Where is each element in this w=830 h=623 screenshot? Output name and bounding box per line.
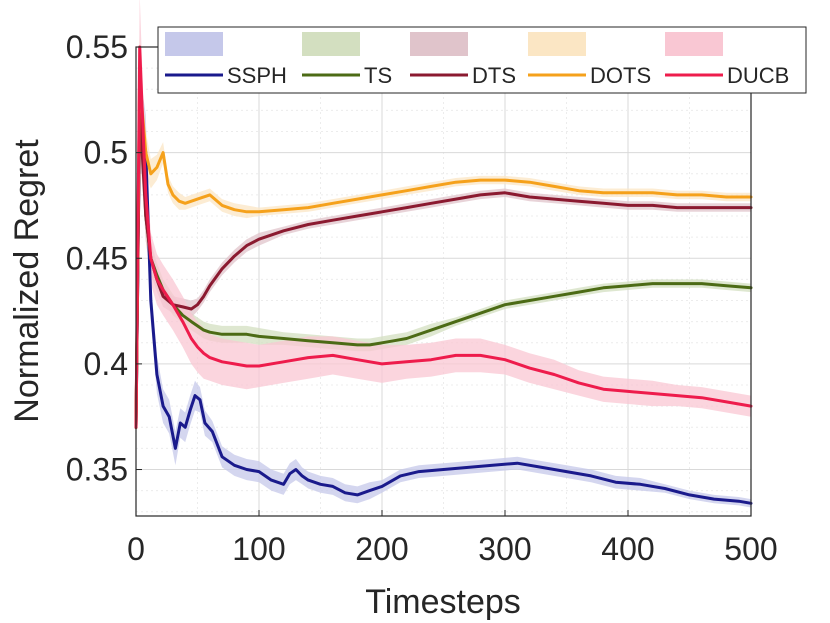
line-dts [134, 108, 753, 429]
legend-swatch-dts [410, 32, 468, 56]
line-dots [134, 66, 753, 429]
x-tick-label: 400 [601, 531, 654, 567]
y-tick-label: 0.5 [84, 135, 128, 171]
y-tick-label: 0.45 [66, 240, 128, 276]
band-ts [136, 47, 751, 434]
line-ssph [134, 108, 753, 505]
legend-label-ssph: SSPH [227, 63, 287, 88]
y-axis-title: Normalized Regret [8, 139, 46, 423]
y-tick-label: 0.4 [84, 346, 128, 382]
x-axis-ticks: 0 100 200 300 400 500 [127, 510, 778, 567]
y-tick-label: 0.35 [66, 452, 128, 488]
legend-swatch-dots [528, 32, 586, 56]
series-lines [134, 45, 753, 505]
line-ducb [134, 45, 753, 429]
legend-label-dts: DTS [472, 63, 516, 88]
band-ducb [136, 0, 751, 434]
legend: SSPH TS DTS DOTS DUCB [157, 26, 807, 94]
x-tick-label: 300 [478, 531, 531, 567]
x-tick-label: 0 [127, 531, 145, 567]
legend-swatch-ts [302, 32, 360, 56]
x-tick-label: 200 [355, 531, 408, 567]
x-tick-label: 100 [232, 531, 285, 567]
legend-label-ducb: DUCB [727, 63, 789, 88]
x-axis-title: Timesteps [365, 583, 521, 621]
confidence-bands [136, 0, 751, 508]
legend-label-dots: DOTS [590, 63, 651, 88]
y-axis-ticks: 0.35 0.4 0.45 0.5 0.55 [66, 29, 142, 488]
legend-swatch-ssph [165, 32, 223, 56]
y-tick-label: 0.55 [66, 29, 128, 65]
x-tick-label: 500 [724, 531, 777, 567]
legend-swatch-ducb [665, 32, 723, 56]
legend-label-ts: TS [364, 63, 392, 88]
